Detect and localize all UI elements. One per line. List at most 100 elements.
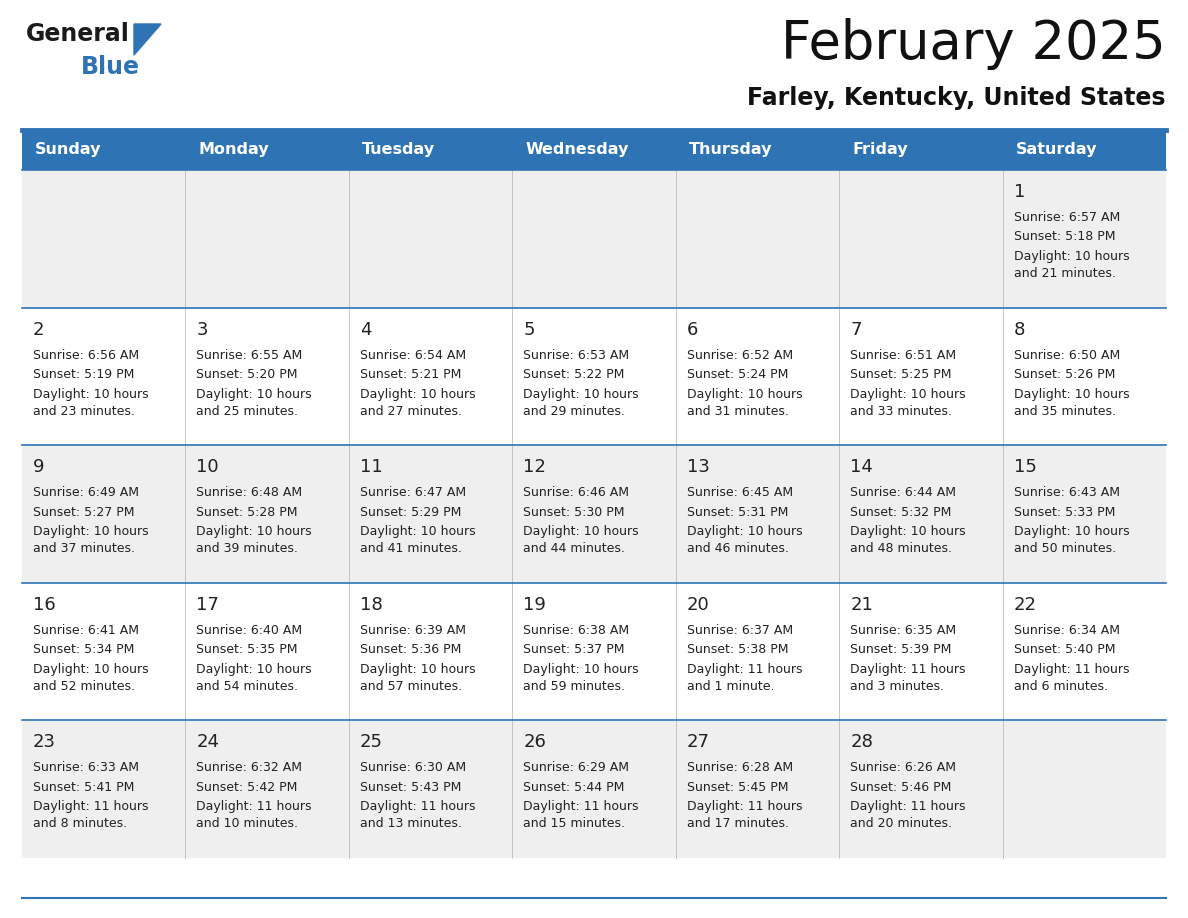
Text: Sunrise: 6:47 AM: Sunrise: 6:47 AM: [360, 487, 466, 499]
Text: Sunrise: 6:39 AM: Sunrise: 6:39 AM: [360, 624, 466, 637]
Text: 10: 10: [196, 458, 219, 476]
Text: Sunset: 5:33 PM: Sunset: 5:33 PM: [1013, 506, 1116, 519]
Text: Sunrise: 6:41 AM: Sunrise: 6:41 AM: [33, 624, 139, 637]
Text: Thursday: Thursday: [689, 142, 772, 158]
Text: Sunrise: 6:50 AM: Sunrise: 6:50 AM: [1013, 349, 1120, 362]
Text: Sunrise: 6:29 AM: Sunrise: 6:29 AM: [523, 761, 630, 775]
Text: 14: 14: [851, 458, 873, 476]
Text: 24: 24: [196, 733, 220, 752]
Text: 15: 15: [1013, 458, 1036, 476]
Text: 4: 4: [360, 320, 372, 339]
Text: Sunrise: 6:43 AM: Sunrise: 6:43 AM: [1013, 487, 1119, 499]
Text: Daylight: 10 hours
and 37 minutes.: Daylight: 10 hours and 37 minutes.: [33, 525, 148, 555]
Text: Daylight: 10 hours
and 29 minutes.: Daylight: 10 hours and 29 minutes.: [523, 387, 639, 418]
Text: Sunset: 5:31 PM: Sunset: 5:31 PM: [687, 506, 788, 519]
Text: Sunset: 5:30 PM: Sunset: 5:30 PM: [523, 506, 625, 519]
Text: Daylight: 11 hours
and 20 minutes.: Daylight: 11 hours and 20 minutes.: [851, 800, 966, 831]
Bar: [23, 130, 1165, 170]
Text: 23: 23: [33, 733, 56, 752]
Text: Daylight: 10 hours
and 23 minutes.: Daylight: 10 hours and 23 minutes.: [33, 387, 148, 418]
Text: 21: 21: [851, 596, 873, 614]
Text: Sunset: 5:20 PM: Sunset: 5:20 PM: [196, 368, 298, 381]
Text: Daylight: 10 hours
and 21 minutes.: Daylight: 10 hours and 21 minutes.: [1013, 250, 1130, 280]
Text: Daylight: 10 hours
and 27 minutes.: Daylight: 10 hours and 27 minutes.: [360, 387, 475, 418]
Text: Sunrise: 6:35 AM: Sunrise: 6:35 AM: [851, 624, 956, 637]
Text: Sunset: 5:44 PM: Sunset: 5:44 PM: [523, 781, 625, 794]
Text: Daylight: 10 hours
and 35 minutes.: Daylight: 10 hours and 35 minutes.: [1013, 387, 1130, 418]
Text: Wednesday: Wednesday: [525, 142, 628, 158]
Text: Sunset: 5:19 PM: Sunset: 5:19 PM: [33, 368, 134, 381]
Text: Sunrise: 6:56 AM: Sunrise: 6:56 AM: [33, 349, 139, 362]
Text: Daylight: 11 hours
and 6 minutes.: Daylight: 11 hours and 6 minutes.: [1013, 663, 1129, 693]
Text: Sunrise: 6:40 AM: Sunrise: 6:40 AM: [196, 624, 303, 637]
Text: General: General: [26, 22, 129, 46]
Text: 16: 16: [33, 596, 56, 614]
Text: 2: 2: [33, 320, 44, 339]
Text: 9: 9: [33, 458, 44, 476]
Text: 22: 22: [1013, 596, 1037, 614]
Text: Sunset: 5:38 PM: Sunset: 5:38 PM: [687, 644, 788, 656]
Text: Sunset: 5:35 PM: Sunset: 5:35 PM: [196, 644, 298, 656]
Text: Daylight: 10 hours
and 46 minutes.: Daylight: 10 hours and 46 minutes.: [687, 525, 802, 555]
Text: Sunset: 5:42 PM: Sunset: 5:42 PM: [196, 781, 298, 794]
Text: 8: 8: [1013, 320, 1025, 339]
Text: 3: 3: [196, 320, 208, 339]
Text: Sunset: 5:18 PM: Sunset: 5:18 PM: [1013, 230, 1116, 243]
Text: Sunrise: 6:54 AM: Sunrise: 6:54 AM: [360, 349, 466, 362]
Bar: [23, 583, 1165, 721]
Text: 17: 17: [196, 596, 220, 614]
Bar: [23, 445, 1165, 583]
Text: Sunset: 5:40 PM: Sunset: 5:40 PM: [1013, 644, 1116, 656]
Text: Sunset: 5:45 PM: Sunset: 5:45 PM: [687, 781, 788, 794]
Text: Sunset: 5:37 PM: Sunset: 5:37 PM: [523, 644, 625, 656]
Text: Sunset: 5:46 PM: Sunset: 5:46 PM: [851, 781, 952, 794]
Text: Sunrise: 6:51 AM: Sunrise: 6:51 AM: [851, 349, 956, 362]
Text: 28: 28: [851, 733, 873, 752]
Text: 19: 19: [523, 596, 546, 614]
Text: Sunrise: 6:33 AM: Sunrise: 6:33 AM: [33, 761, 139, 775]
Polygon shape: [134, 24, 162, 55]
Text: Sunset: 5:41 PM: Sunset: 5:41 PM: [33, 781, 134, 794]
Text: Daylight: 11 hours
and 3 minutes.: Daylight: 11 hours and 3 minutes.: [851, 663, 966, 693]
Text: Sunrise: 6:38 AM: Sunrise: 6:38 AM: [523, 624, 630, 637]
Text: Sunset: 5:36 PM: Sunset: 5:36 PM: [360, 644, 461, 656]
Text: Sunset: 5:25 PM: Sunset: 5:25 PM: [851, 368, 952, 381]
Text: Daylight: 10 hours
and 57 minutes.: Daylight: 10 hours and 57 minutes.: [360, 663, 475, 693]
Bar: [23, 721, 1165, 858]
Text: 11: 11: [360, 458, 383, 476]
Text: Sunrise: 6:32 AM: Sunrise: 6:32 AM: [196, 761, 303, 775]
Text: Farley, Kentucky, United States: Farley, Kentucky, United States: [747, 86, 1165, 110]
Text: Sunset: 5:24 PM: Sunset: 5:24 PM: [687, 368, 788, 381]
Text: Sunrise: 6:28 AM: Sunrise: 6:28 AM: [687, 761, 792, 775]
Text: Daylight: 10 hours
and 44 minutes.: Daylight: 10 hours and 44 minutes.: [523, 525, 639, 555]
Text: Sunrise: 6:44 AM: Sunrise: 6:44 AM: [851, 487, 956, 499]
Text: 1: 1: [1013, 183, 1025, 201]
Bar: [23, 308, 1165, 445]
Text: Monday: Monday: [198, 142, 268, 158]
Text: Tuesday: Tuesday: [362, 142, 435, 158]
Text: Daylight: 11 hours
and 17 minutes.: Daylight: 11 hours and 17 minutes.: [687, 800, 802, 831]
Text: Sunset: 5:27 PM: Sunset: 5:27 PM: [33, 506, 134, 519]
Text: Sunrise: 6:57 AM: Sunrise: 6:57 AM: [1013, 211, 1120, 224]
Bar: [23, 170, 1165, 308]
Text: Sunrise: 6:48 AM: Sunrise: 6:48 AM: [196, 487, 303, 499]
Text: Sunset: 5:22 PM: Sunset: 5:22 PM: [523, 368, 625, 381]
Text: February 2025: February 2025: [782, 18, 1165, 70]
Text: Sunrise: 6:53 AM: Sunrise: 6:53 AM: [523, 349, 630, 362]
Text: 18: 18: [360, 596, 383, 614]
Text: Sunset: 5:26 PM: Sunset: 5:26 PM: [1013, 368, 1116, 381]
Text: Daylight: 10 hours
and 59 minutes.: Daylight: 10 hours and 59 minutes.: [523, 663, 639, 693]
Text: Sunrise: 6:45 AM: Sunrise: 6:45 AM: [687, 487, 792, 499]
Text: 6: 6: [687, 320, 699, 339]
Text: Daylight: 10 hours
and 33 minutes.: Daylight: 10 hours and 33 minutes.: [851, 387, 966, 418]
Text: Daylight: 11 hours
and 13 minutes.: Daylight: 11 hours and 13 minutes.: [360, 800, 475, 831]
Text: Sunset: 5:43 PM: Sunset: 5:43 PM: [360, 781, 461, 794]
Text: Sunset: 5:21 PM: Sunset: 5:21 PM: [360, 368, 461, 381]
Text: Daylight: 10 hours
and 54 minutes.: Daylight: 10 hours and 54 minutes.: [196, 663, 312, 693]
Text: Daylight: 10 hours
and 39 minutes.: Daylight: 10 hours and 39 minutes.: [196, 525, 312, 555]
Text: Sunset: 5:28 PM: Sunset: 5:28 PM: [196, 506, 298, 519]
Text: Daylight: 10 hours
and 41 minutes.: Daylight: 10 hours and 41 minutes.: [360, 525, 475, 555]
Text: Sunset: 5:34 PM: Sunset: 5:34 PM: [33, 644, 134, 656]
Text: Sunrise: 6:37 AM: Sunrise: 6:37 AM: [687, 624, 792, 637]
Text: Sunrise: 6:55 AM: Sunrise: 6:55 AM: [196, 349, 303, 362]
